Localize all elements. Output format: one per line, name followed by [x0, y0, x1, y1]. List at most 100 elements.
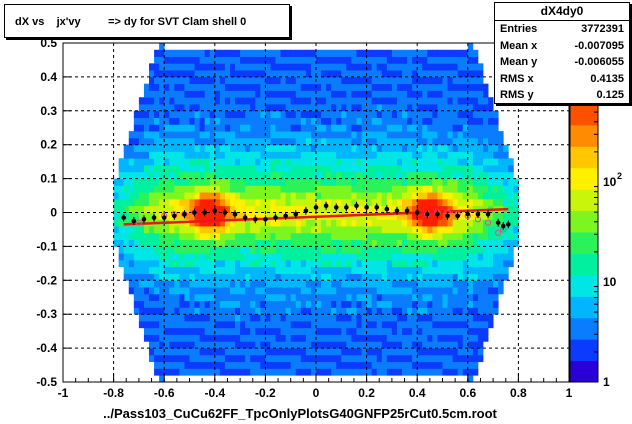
heatmap-cell	[219, 334, 226, 342]
heatmap-cell	[159, 49, 165, 57]
heatmap-cell	[123, 273, 130, 281]
heatmap-cell	[179, 259, 185, 268]
heatmap-cell	[336, 226, 342, 234]
heatmap-cell	[118, 239, 125, 247]
heatmap-cell	[356, 307, 362, 315]
heatmap-cell	[184, 192, 190, 200]
heatmap-cell	[331, 158, 337, 166]
heatmap-cell	[462, 158, 469, 166]
heatmap-cell	[189, 361, 195, 369]
heatmap-cell	[174, 165, 180, 173]
heatmap-cell	[321, 361, 327, 369]
heatmap-cell	[402, 104, 408, 112]
heatmap-cell	[321, 117, 327, 125]
heatmap-cell	[498, 178, 504, 186]
heatmap-cell	[235, 266, 241, 274]
heatmap-cell	[250, 341, 256, 349]
heatmap-cell	[214, 90, 221, 98]
heatmap-cell	[174, 348, 180, 356]
heatmap-cell	[245, 178, 251, 186]
heatmap-cell	[326, 287, 332, 295]
heatmap-cell	[159, 280, 165, 288]
heatmap-cell	[341, 144, 347, 152]
heatmap-cell	[219, 192, 226, 200]
heatmap-cell	[331, 226, 337, 234]
heatmap-cell	[209, 90, 216, 98]
heatmap-cell	[351, 63, 357, 71]
heatmap-cell	[361, 232, 367, 241]
heatmap-cell	[189, 70, 195, 78]
heatmap-cell	[452, 171, 459, 179]
heatmap-cell	[214, 253, 221, 261]
heatmap-cell	[407, 246, 413, 254]
heatmap-cell	[452, 117, 459, 125]
heatmap-cell	[229, 104, 236, 112]
heatmap-cell	[427, 307, 433, 315]
heatmap-cell	[149, 300, 155, 308]
heatmap-cell	[214, 212, 221, 220]
heatmap-cell	[442, 137, 448, 146]
heatmap-cell	[133, 300, 140, 308]
heatmap-cell	[179, 226, 185, 234]
heatmap-cell	[396, 144, 403, 152]
heatmap-cell	[361, 178, 367, 186]
heatmap-cell	[260, 300, 266, 308]
heatmap-cell	[432, 124, 438, 132]
heatmap-cell	[396, 90, 403, 98]
heatmap-cell	[356, 151, 362, 159]
heatmap-cell	[331, 327, 337, 335]
heatmap-cell	[133, 171, 140, 179]
heatmap-cell	[493, 239, 499, 247]
heatmap-cell	[331, 104, 337, 112]
heatmap-cell	[477, 63, 484, 71]
heatmap-cell	[229, 361, 236, 369]
y-tick-label: 0.4	[40, 70, 57, 84]
heatmap-cell	[331, 76, 337, 85]
heatmap-cell	[498, 287, 504, 295]
heatmap-cell	[285, 185, 292, 193]
heatmap-cell	[310, 246, 317, 254]
heatmap-cell	[452, 266, 459, 274]
heatmap-cell	[128, 205, 135, 213]
heatmap-cell	[214, 219, 221, 227]
heatmap-cell	[224, 232, 231, 241]
heatmap-cell	[270, 320, 276, 329]
heatmap-cell	[224, 259, 231, 268]
heatmap-cell	[351, 158, 357, 166]
heatmap-cell	[396, 341, 403, 349]
heatmap-cell	[270, 226, 276, 234]
heatmap-cell	[159, 178, 165, 186]
heatmap-cell	[472, 354, 479, 363]
heatmap-cell	[371, 232, 378, 241]
heatmap-cell	[305, 280, 312, 288]
heatmap-cell	[432, 368, 438, 376]
heatmap-cell	[174, 293, 180, 302]
heatmap-cell	[159, 117, 165, 125]
heatmap-cell	[219, 198, 226, 207]
heatmap-cell	[477, 280, 484, 288]
heatmap-cell	[427, 280, 433, 288]
heatmap-cell	[179, 165, 185, 173]
heatmap-cell	[169, 104, 175, 112]
heatmap-cell	[326, 259, 332, 268]
heatmap-cell	[331, 49, 337, 57]
heatmap-cell	[265, 76, 271, 85]
heatmap-cell	[265, 178, 271, 186]
y-tick-label: -0.4	[36, 341, 57, 355]
heatmap-cell	[477, 151, 484, 159]
heatmap-cell	[356, 266, 362, 274]
heatmap-cell	[255, 76, 261, 85]
heatmap-cell	[351, 307, 357, 315]
heatmap-cell	[214, 56, 221, 64]
heatmap-cell	[452, 348, 459, 356]
heatmap-cell	[386, 137, 393, 146]
heatmap-cell	[366, 348, 373, 356]
heatmap-cell	[300, 239, 307, 247]
heatmap-cell	[138, 253, 145, 261]
heatmap-cell	[326, 307, 332, 315]
heatmap-cell	[366, 158, 373, 166]
heatmap-cell	[235, 239, 241, 247]
heatmap-cell	[477, 239, 484, 247]
heatmap-cell	[255, 110, 261, 118]
heatmap-cell	[493, 232, 499, 241]
